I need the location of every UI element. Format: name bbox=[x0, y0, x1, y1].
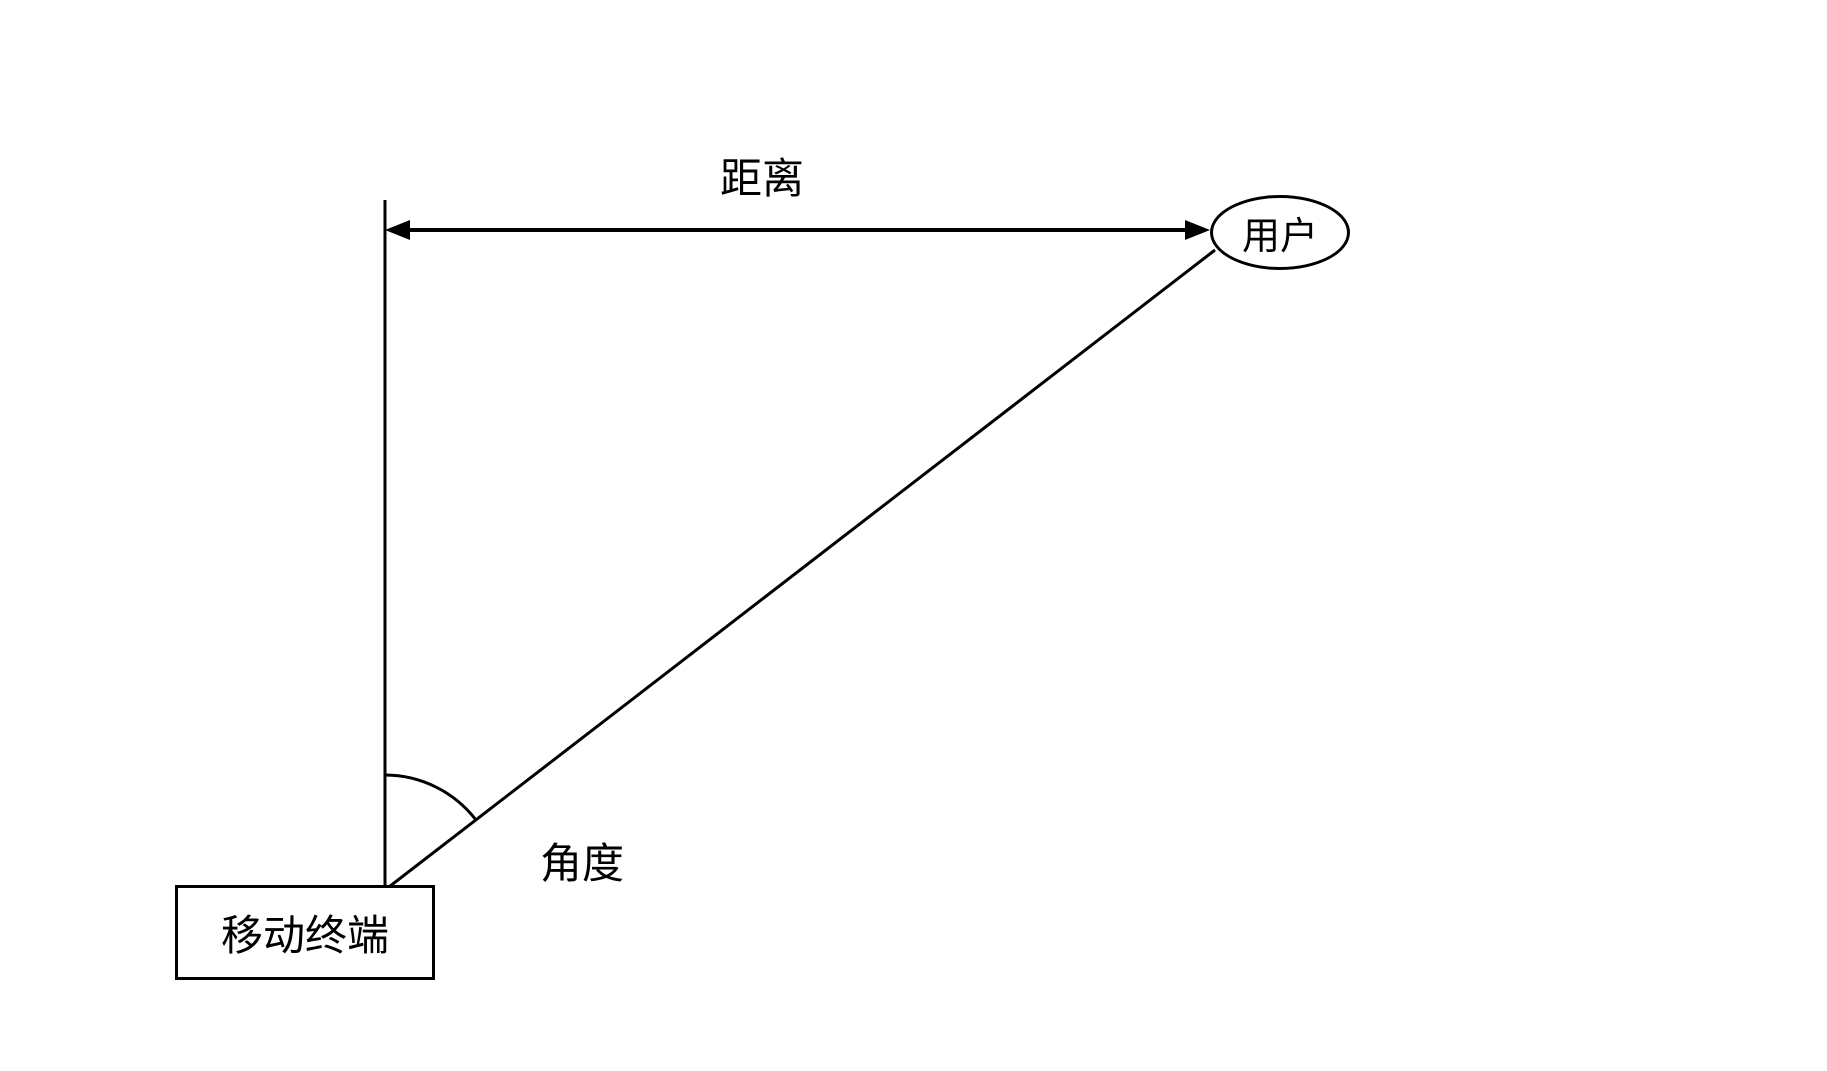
user-node: 用户 bbox=[1210, 195, 1350, 270]
angle-label: 角度 bbox=[540, 830, 624, 891]
angle-arc bbox=[385, 775, 476, 820]
hypotenuse-line bbox=[385, 250, 1215, 890]
user-label: 用户 bbox=[1242, 205, 1318, 260]
arrowhead-left bbox=[385, 220, 410, 240]
terminal-label: 移动终端 bbox=[221, 902, 389, 963]
arrowhead-right bbox=[1185, 220, 1210, 240]
terminal-node: 移动终端 bbox=[175, 885, 435, 980]
distance-label: 距离 bbox=[720, 145, 804, 206]
